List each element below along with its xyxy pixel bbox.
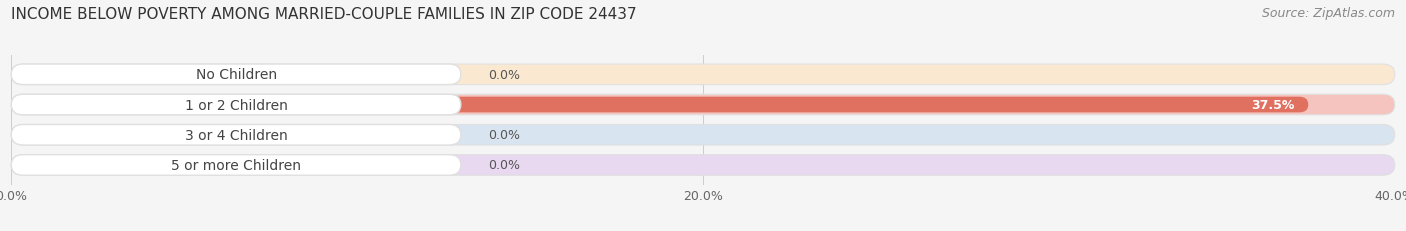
FancyBboxPatch shape xyxy=(11,125,461,145)
FancyBboxPatch shape xyxy=(11,155,461,176)
FancyBboxPatch shape xyxy=(11,125,1395,145)
Text: 5 or more Children: 5 or more Children xyxy=(172,158,301,172)
Text: 0.0%: 0.0% xyxy=(488,129,520,142)
Text: 0.0%: 0.0% xyxy=(488,69,520,82)
Text: No Children: No Children xyxy=(195,68,277,82)
Text: INCOME BELOW POVERTY AMONG MARRIED-COUPLE FAMILIES IN ZIP CODE 24437: INCOME BELOW POVERTY AMONG MARRIED-COUPL… xyxy=(11,7,637,22)
FancyBboxPatch shape xyxy=(11,95,1395,115)
Text: Source: ZipAtlas.com: Source: ZipAtlas.com xyxy=(1261,7,1395,20)
Text: 3 or 4 Children: 3 or 4 Children xyxy=(184,128,287,142)
Text: 37.5%: 37.5% xyxy=(1251,99,1295,112)
FancyBboxPatch shape xyxy=(11,155,1395,176)
FancyBboxPatch shape xyxy=(11,95,461,115)
FancyBboxPatch shape xyxy=(11,97,1309,113)
FancyBboxPatch shape xyxy=(11,65,461,85)
Text: 1 or 2 Children: 1 or 2 Children xyxy=(184,98,287,112)
Text: 0.0%: 0.0% xyxy=(488,159,520,172)
FancyBboxPatch shape xyxy=(11,65,1395,85)
